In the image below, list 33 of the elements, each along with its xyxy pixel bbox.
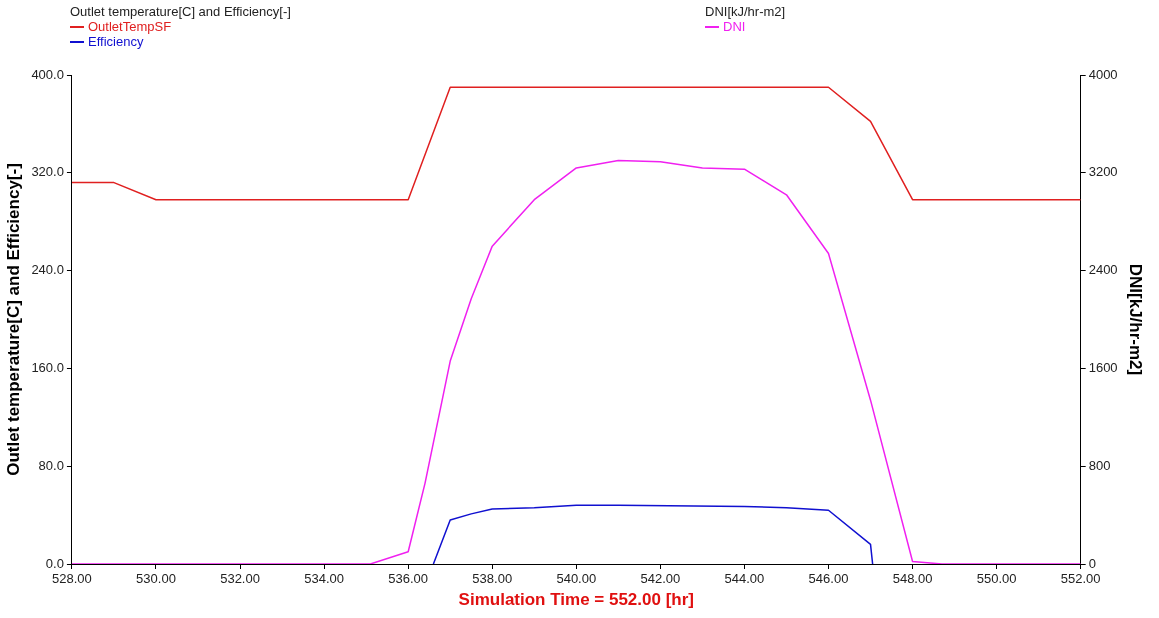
y-tick-label: 240.0 xyxy=(31,262,64,278)
x-tick-label: 542.00 xyxy=(640,571,681,587)
y-tick-label: 0.0 xyxy=(45,555,64,571)
y2-axis-title: DNI[kJ/hr-m2] xyxy=(1126,263,1146,376)
legend-label: DNI xyxy=(723,19,746,34)
y2-tick-label: 0 xyxy=(1088,555,1096,571)
y-tick-label: 160.0 xyxy=(31,359,64,375)
legend-title: Outlet temperature[C] and Efficiency[-] xyxy=(70,4,291,19)
x-tick-label: 538.00 xyxy=(472,571,513,587)
y2-tick-label: 3200 xyxy=(1088,164,1118,180)
y2-tick-label: 1600 xyxy=(1088,359,1118,375)
y-tick-label: 400.0 xyxy=(31,66,64,82)
x-tick-label: 544.00 xyxy=(724,571,765,587)
x-tick-label: 546.00 xyxy=(808,571,849,587)
x-tick-label: 540.00 xyxy=(556,571,597,587)
x-tick-label: 536.00 xyxy=(388,571,429,587)
y2-tick-label: 4000 xyxy=(1088,66,1118,82)
y2-tick-label: 2400 xyxy=(1088,262,1118,278)
y-tick-label: 320.0 xyxy=(31,164,64,180)
legend-label: Efficiency xyxy=(88,34,144,49)
x-tick-label: 530.00 xyxy=(136,571,176,587)
x-tick-label: 532.00 xyxy=(220,571,260,587)
legend-label: OutletTempSF xyxy=(88,19,172,34)
y2-tick-label: 800 xyxy=(1088,457,1111,473)
x-axis-title: Simulation Time = 552.00 [hr] xyxy=(458,590,695,610)
x-tick-label: 534.00 xyxy=(304,571,344,587)
y-tick-label: 80.0 xyxy=(38,457,64,473)
x-tick-label: 548.00 xyxy=(892,571,933,587)
y-axis-title: Outlet temperature[C] and Efficiency[-] xyxy=(3,163,23,476)
x-tick-label: 528.00 xyxy=(52,571,92,587)
x-tick-label: 550.00 xyxy=(976,571,1017,587)
text: DNI[kJ/hr-m2] xyxy=(705,4,786,19)
x-tick-label: 552.00 xyxy=(1060,571,1101,587)
